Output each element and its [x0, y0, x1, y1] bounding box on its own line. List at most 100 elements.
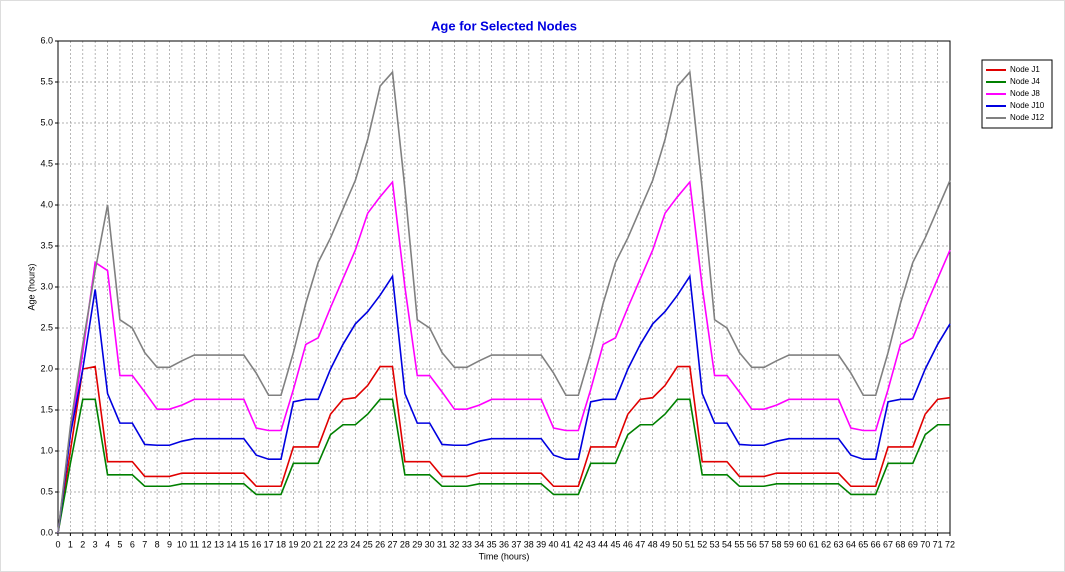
chart-title: Age for Selected Nodes	[431, 18, 577, 33]
x-tick-label: 31	[437, 539, 447, 549]
x-tick-label: 59	[784, 539, 794, 549]
x-tick-label: 23	[338, 539, 348, 549]
x-tick-label: 53	[710, 539, 720, 549]
x-tick-label: 36	[499, 539, 509, 549]
legend-label: Node J4	[1010, 77, 1040, 86]
x-tick-label: 35	[487, 539, 497, 549]
x-tick-label: 12	[202, 539, 212, 549]
x-tick-label: 10	[177, 539, 187, 549]
y-tick-label: 3.5	[40, 240, 53, 250]
x-tick-label: 43	[586, 539, 596, 549]
x-tick-label: 39	[536, 539, 546, 549]
x-tick-label: 3	[93, 539, 98, 549]
x-tick-label: 61	[809, 539, 819, 549]
y-tick-label: 2.0	[40, 363, 53, 373]
legend-label: Node J1	[1010, 65, 1040, 74]
series-line	[57, 180, 951, 534]
x-tick-label: 56	[747, 539, 757, 549]
x-tick-label: 48	[648, 539, 658, 549]
x-tick-label: 21	[313, 539, 323, 549]
x-tick-label: 71	[933, 539, 943, 549]
x-tick-label: 2	[80, 539, 85, 549]
x-tick-label: 40	[549, 539, 559, 549]
x-tick-label: 50	[672, 539, 682, 549]
x-tick-label: 45	[610, 539, 620, 549]
x-tick-label: 14	[226, 539, 236, 549]
x-tick-label: 66	[871, 539, 881, 549]
y-tick-label: 5.0	[40, 117, 53, 127]
legend-label: Node J12	[1010, 113, 1045, 122]
x-tick-label: 51	[685, 539, 695, 549]
x-tick-label: 49	[660, 539, 670, 549]
x-tick-label: 69	[908, 539, 918, 549]
y-tick-label: 2.5	[40, 322, 53, 332]
x-tick-label: 17	[264, 539, 274, 549]
x-tick-label: 20	[301, 539, 311, 549]
x-tick-label: 1	[68, 539, 73, 549]
x-tick-label: 19	[288, 539, 298, 549]
y-tick-label: 3.0	[40, 281, 53, 291]
x-tick-label: 58	[772, 539, 782, 549]
x-tick-label: 22	[326, 539, 336, 549]
x-tick-label: 13	[214, 539, 224, 549]
x-tick-label: 70	[920, 539, 930, 549]
x-tick-label: 42	[573, 539, 583, 549]
x-tick-label: 29	[412, 539, 422, 549]
x-tick-label: 46	[623, 539, 633, 549]
x-tick-label: 8	[155, 539, 160, 549]
x-tick-label: 44	[598, 539, 608, 549]
x-tick-label: 0	[55, 539, 60, 549]
x-tick-label: 9	[167, 539, 172, 549]
x-tick-label: 32	[449, 539, 459, 549]
series-line	[57, 365, 951, 534]
series-line	[57, 274, 951, 534]
y-tick-label: 1.0	[40, 445, 53, 455]
x-tick-label: 68	[895, 539, 905, 549]
x-tick-label: 15	[239, 539, 249, 549]
y-tick-label: 0.0	[40, 527, 53, 537]
x-tick-label: 16	[251, 539, 261, 549]
x-tick-label: 37	[511, 539, 521, 549]
x-tick-label: 34	[474, 539, 484, 549]
series-line	[57, 70, 951, 534]
x-tick-label: 26	[375, 539, 385, 549]
x-tick-label: 57	[759, 539, 769, 549]
series-line	[57, 398, 950, 534]
x-tick-label: 52	[697, 539, 707, 549]
x-tick-label: 33	[462, 539, 472, 549]
x-tick-label: 54	[722, 539, 732, 549]
x-tick-label: 24	[350, 539, 360, 549]
y-axis-label: Age (hours)	[26, 263, 36, 310]
x-tick-label: 27	[387, 539, 397, 549]
x-tick-label: 60	[796, 539, 806, 549]
x-tick-label: 30	[425, 539, 435, 549]
x-tick-label: 65	[858, 539, 868, 549]
y-tick-label: 6.0	[40, 35, 53, 45]
x-tick-label: 62	[821, 539, 831, 549]
x-tick-label: 63	[833, 539, 843, 549]
y-tick-label: 0.5	[40, 486, 53, 496]
y-tick-label: 4.5	[40, 158, 53, 168]
x-tick-label: 11	[190, 539, 199, 549]
x-tick-label: 64	[846, 539, 856, 549]
legend-label: Node J8	[1010, 89, 1040, 98]
x-tick-label: 25	[363, 539, 373, 549]
x-tick-label: 38	[524, 539, 534, 549]
x-tick-label: 55	[734, 539, 744, 549]
y-tick-label: 5.5	[40, 76, 53, 86]
x-tick-label: 4	[105, 539, 110, 549]
x-axis-label: Time (hours)	[479, 551, 530, 561]
x-tick-label: 47	[635, 539, 645, 549]
x-tick-label: 5	[117, 539, 122, 549]
x-tick-label: 6	[130, 539, 135, 549]
x-tick-label: 28	[400, 539, 410, 549]
x-tick-label: 72	[945, 539, 955, 549]
x-tick-label: 41	[561, 539, 571, 549]
legend: Node J1 Node J4 Node J8 Node J10 Node J12	[981, 59, 1053, 129]
y-tick-label: 1.5	[40, 404, 53, 414]
x-tick-label: 67	[883, 539, 893, 549]
legend-label: Node J10	[1010, 101, 1045, 110]
plot-frame	[57, 40, 951, 534]
